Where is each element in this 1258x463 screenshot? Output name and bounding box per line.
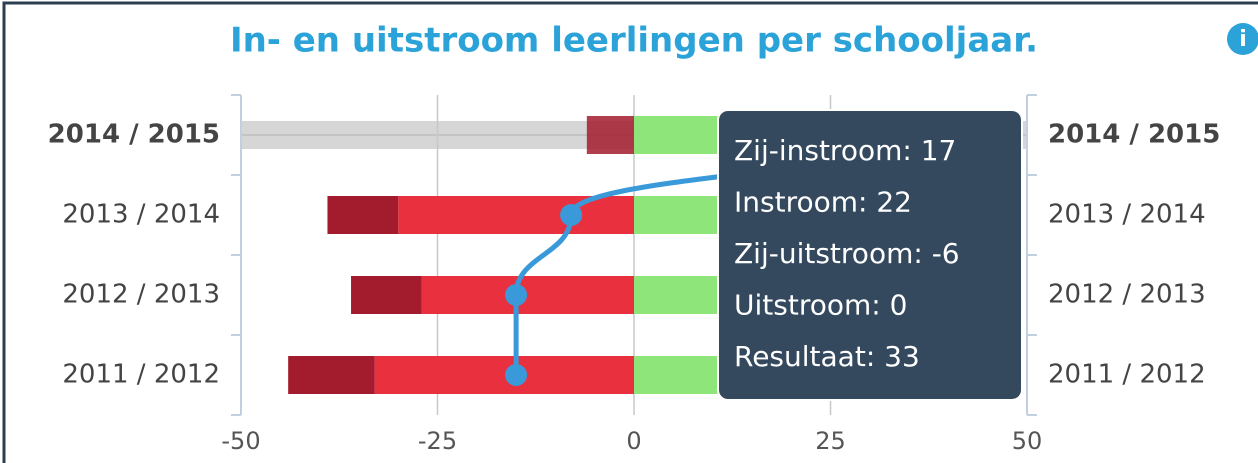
- tooltip-line: Resultaat: 33: [734, 340, 920, 373]
- tooltip-box: [717, 109, 1023, 401]
- x-tick-label: 50: [1012, 427, 1043, 455]
- bar: [351, 276, 422, 314]
- tooltip-name: Resultaat: [734, 340, 866, 373]
- bar: [288, 356, 375, 394]
- tooltip-line: Instroom: 22: [734, 186, 912, 219]
- bar: [398, 196, 634, 234]
- y-tick-label-right: 2013 / 2014: [1048, 200, 1206, 230]
- tooltip-value: 33: [884, 340, 920, 373]
- y-tick-label-right: 2012 / 2013: [1048, 280, 1206, 310]
- y-tick-label: 2014 / 2015: [48, 120, 220, 150]
- line-point: [560, 204, 583, 226]
- tooltip: Zij-instroom: 17 Instroom: 22 Zij-uitstroo…: [717, 109, 1023, 401]
- info-icon[interactable]: i: [1227, 23, 1258, 55]
- chart-title: In- en uitstroom leerlingen per schoolja…: [230, 21, 1038, 61]
- tooltip-sep: :: [866, 340, 884, 373]
- x-tick-label: -25: [418, 427, 457, 455]
- tooltip-line: Uitstroom: 0: [734, 289, 907, 322]
- x-tick-label: 25: [815, 427, 846, 455]
- tooltip-sep: :: [871, 289, 889, 322]
- bar: [586, 116, 634, 154]
- y-tick-label: 2013 / 2014: [62, 200, 220, 230]
- tooltip-sep: :: [902, 134, 920, 167]
- tooltip-value: 0: [890, 289, 908, 322]
- tooltip-sep: :: [913, 237, 931, 270]
- line-point: [505, 284, 528, 306]
- x-tick-label: -50: [221, 427, 260, 455]
- tooltip-value: -6: [932, 237, 960, 270]
- tooltip-value: 17: [921, 134, 957, 167]
- y-tick-label: 2012 / 2013: [62, 280, 220, 310]
- info-circle[interactable]: [1227, 23, 1258, 55]
- tooltip-name: Zij-instroom: [734, 134, 902, 167]
- tooltip-value: 22: [876, 186, 912, 219]
- bar: [327, 196, 399, 234]
- bar: [374, 356, 634, 394]
- info-letter[interactable]: i: [1239, 27, 1247, 52]
- bar: [421, 276, 634, 314]
- y-tick-label-right: 2011 / 2012: [1048, 360, 1206, 390]
- tooltip-name: Instroom: [734, 186, 858, 219]
- y-tick-label-right: 2014 / 2015: [1048, 120, 1220, 150]
- tooltip-line: Zij-instroom: 17: [734, 134, 956, 167]
- tooltip-name: Uitstroom: [734, 289, 871, 322]
- tooltip-name: Zij-uitstroom: [734, 237, 913, 270]
- tooltip-line: Zij-uitstroom: -6: [734, 237, 960, 270]
- line-point: [505, 364, 528, 386]
- tooltip-sep: :: [858, 186, 876, 219]
- y-tick-label: 2011 / 2012: [62, 360, 220, 390]
- x-tick-label: 0: [626, 427, 641, 455]
